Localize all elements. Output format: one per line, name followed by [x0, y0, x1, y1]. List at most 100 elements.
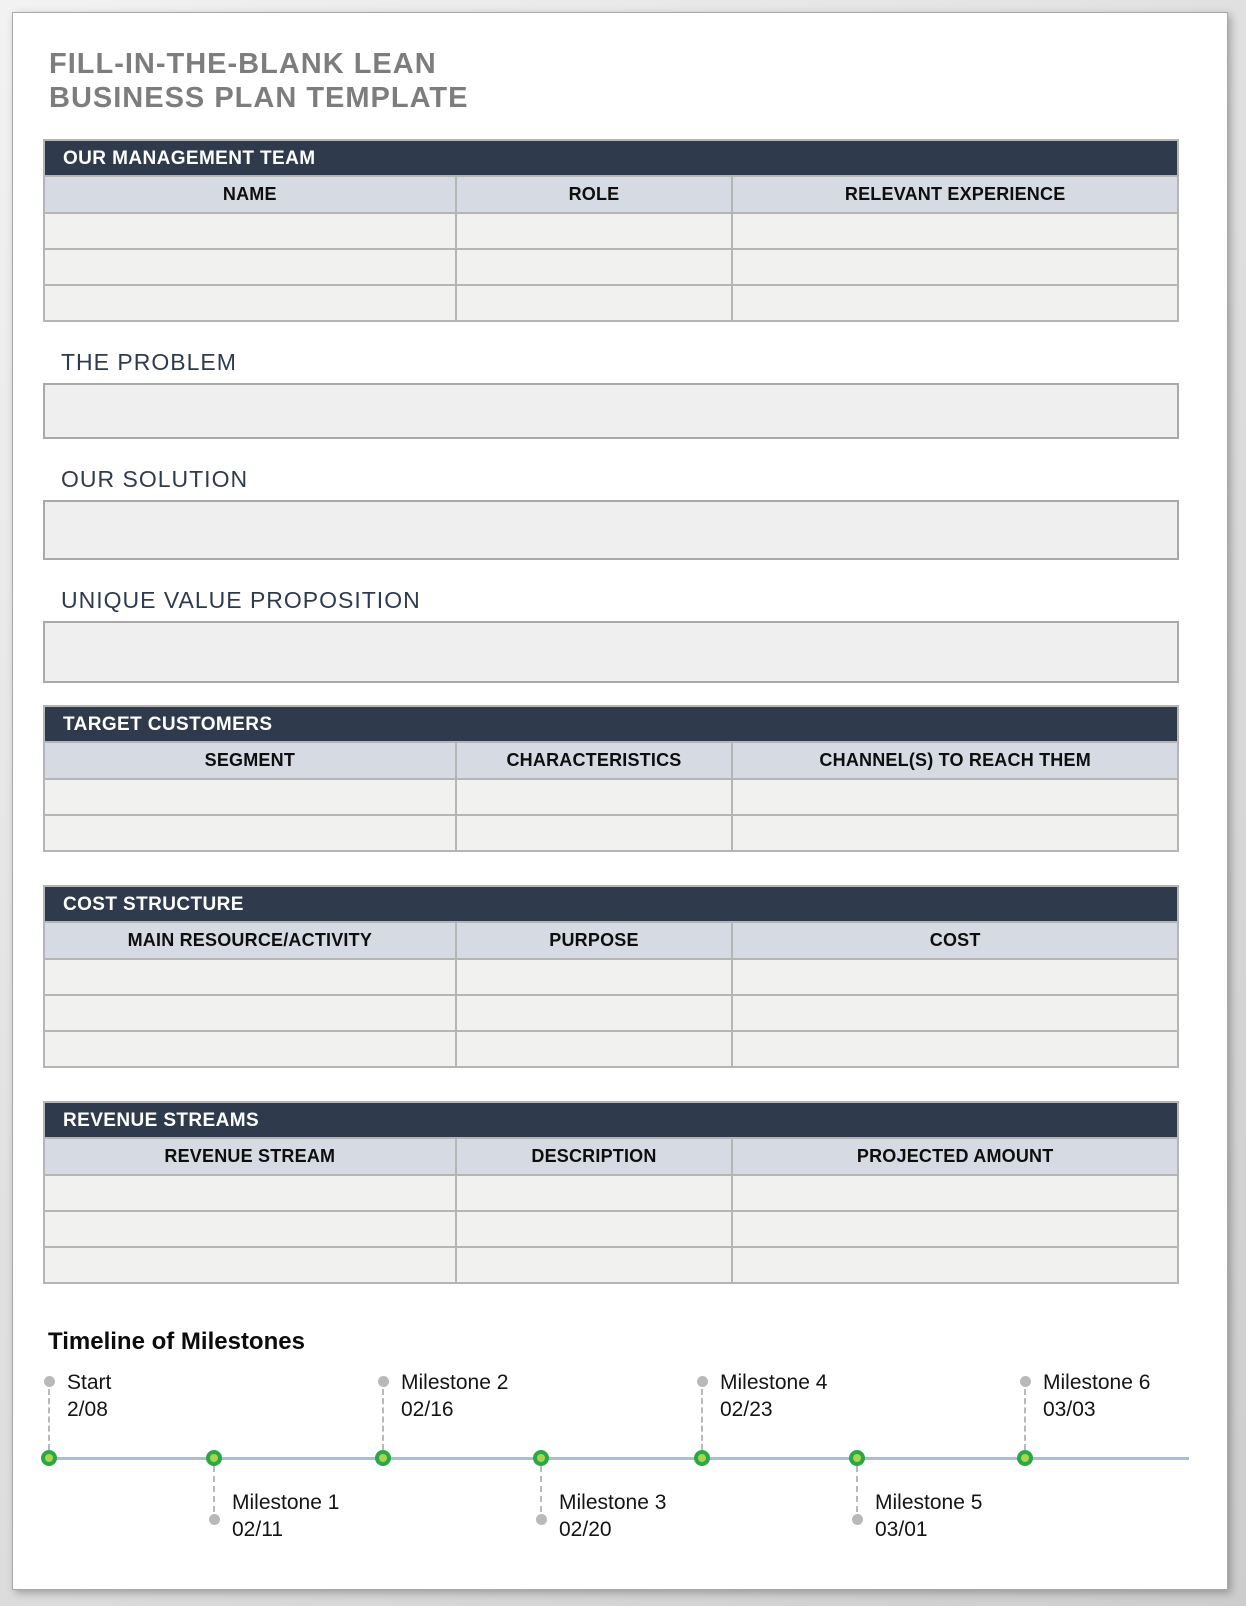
revenue-streams-section: REVENUE STREAMS REVENUE STREAM DESCRIPTI…: [43, 1101, 1179, 1284]
timeline-milestone: Milestone 6 03/03: [1043, 1369, 1150, 1423]
empty-cell[interactable]: [43, 778, 457, 816]
empty-table-row: [43, 1030, 1179, 1068]
milestone-dot-icon: [1017, 1450, 1033, 1466]
connector-end-dot-icon: [44, 1376, 55, 1387]
milestone-date: 02/20: [559, 1518, 612, 1541]
column-header-channels: CHANNEL(S) TO REACH THEM: [731, 741, 1179, 780]
our-solution-heading: OUR SOLUTION: [61, 466, 249, 492]
target-customers-table: SEGMENT CHARACTERISTICS CHANNEL(S) TO RE…: [43, 741, 1179, 852]
document-page: FILL-IN-THE-BLANK LEAN BUSINESS PLAN TEM…: [12, 12, 1228, 1590]
milestone-dot-center: [537, 1454, 545, 1462]
management-team-section: OUR MANAGEMENT TEAM NAME ROLE RELEVANT E…: [43, 139, 1179, 322]
column-header-row: MAIN RESOURCE/ACTIVITY PURPOSE COST: [43, 921, 1179, 960]
empty-cell[interactable]: [731, 1210, 1179, 1248]
empty-cell[interactable]: [731, 814, 1179, 852]
empty-cell[interactable]: [43, 248, 457, 286]
empty-cell[interactable]: [43, 994, 457, 1032]
empty-cell[interactable]: [454, 248, 734, 286]
milestone-dot-center: [379, 1454, 387, 1462]
milestone-dot-center: [1021, 1454, 1029, 1462]
column-header-role: ROLE: [454, 175, 734, 214]
target-customers-section: TARGET CUSTOMERS SEGMENT CHARACTERISTICS…: [43, 705, 1179, 852]
the-problem-heading: THE PROBLEM: [61, 349, 237, 375]
revenue-streams-table: REVENUE STREAM DESCRIPTION PROJECTED AMO…: [43, 1137, 1179, 1284]
empty-cell[interactable]: [731, 1174, 1179, 1212]
empty-table-row: [43, 958, 1179, 996]
empty-cell[interactable]: [43, 1210, 457, 1248]
empty-cell[interactable]: [731, 248, 1179, 286]
milestone-dot-icon: [533, 1450, 549, 1466]
timeline-milestone: Start 2/08: [67, 1369, 111, 1423]
empty-table-row: [43, 1210, 1179, 1248]
column-header-characteristics: CHARACTERISTICS: [454, 741, 734, 780]
the-problem-input[interactable]: [43, 383, 1179, 439]
connector-end-dot-icon: [209, 1514, 220, 1525]
empty-cell[interactable]: [731, 994, 1179, 1032]
connector-dashed-line: [382, 1389, 384, 1450]
empty-cell[interactable]: [731, 212, 1179, 250]
empty-table-row: [43, 248, 1179, 286]
column-header-revenue-stream: REVENUE STREAM: [43, 1137, 457, 1176]
empty-cell[interactable]: [43, 1030, 457, 1068]
column-header-name: NAME: [43, 175, 457, 214]
target-customers-header-bar: TARGET CUSTOMERS: [43, 705, 1179, 741]
connector-dashed-line: [1024, 1389, 1026, 1450]
milestone-label: Milestone 3: [559, 1491, 667, 1514]
timeline-milestone: Milestone 1 02/11: [232, 1489, 339, 1543]
empty-cell[interactable]: [731, 958, 1179, 996]
management-team-header-bar: OUR MANAGEMENT TEAM: [43, 139, 1179, 175]
empty-cell[interactable]: [43, 1246, 457, 1284]
empty-cell[interactable]: [454, 778, 734, 816]
empty-cell[interactable]: [454, 958, 734, 996]
empty-cell[interactable]: [454, 284, 734, 322]
empty-cell[interactable]: [454, 1030, 734, 1068]
document-title: FILL-IN-THE-BLANK LEAN BUSINESS PLAN TEM…: [49, 47, 1179, 115]
empty-cell[interactable]: [43, 284, 457, 322]
unique-value-proposition-input[interactable]: [43, 621, 1179, 683]
empty-cell[interactable]: [43, 212, 457, 250]
empty-table-row: [43, 1246, 1179, 1284]
connector-dashed-line: [48, 1389, 50, 1450]
column-header-cost: COST: [731, 921, 1179, 960]
empty-cell[interactable]: [454, 212, 734, 250]
unique-value-proposition-heading: UNIQUE VALUE PROPOSITION: [61, 587, 421, 613]
empty-cell[interactable]: [454, 1246, 734, 1284]
connector-dashed-line: [856, 1466, 858, 1512]
empty-cell[interactable]: [43, 814, 457, 852]
column-header-relevant-experience: RELEVANT EXPERIENCE: [731, 175, 1179, 214]
our-solution-input[interactable]: [43, 500, 1179, 560]
connector-dashed-line: [213, 1466, 215, 1512]
column-header-row: NAME ROLE RELEVANT EXPERIENCE: [43, 175, 1179, 214]
milestone-label: Milestone 4: [720, 1371, 828, 1394]
milestone-dot-icon: [375, 1450, 391, 1466]
milestone-label: Milestone 2: [401, 1371, 509, 1394]
empty-table-row: [43, 814, 1179, 852]
empty-cell[interactable]: [43, 958, 457, 996]
empty-cell[interactable]: [731, 284, 1179, 322]
connector-dashed-line: [701, 1389, 703, 1450]
empty-cell[interactable]: [454, 1210, 734, 1248]
empty-table-row: [43, 284, 1179, 322]
empty-cell[interactable]: [731, 1030, 1179, 1068]
empty-cell[interactable]: [731, 778, 1179, 816]
empty-cell[interactable]: [454, 814, 734, 852]
empty-cell[interactable]: [454, 1174, 734, 1212]
timeline-milestone: Milestone 4 02/23: [720, 1369, 827, 1423]
column-header-description: DESCRIPTION: [454, 1137, 734, 1176]
milestone-label: Milestone 5: [875, 1491, 983, 1514]
milestone-dot-center: [698, 1454, 706, 1462]
page-content: FILL-IN-THE-BLANK LEAN BUSINESS PLAN TEM…: [41, 13, 1189, 1560]
milestone-date: 02/16: [401, 1398, 454, 1421]
milestone-label: Milestone 1: [232, 1491, 340, 1514]
timeline-axis-line: [49, 1457, 1189, 1460]
empty-table-row: [43, 212, 1179, 250]
milestone-date: 03/01: [875, 1518, 928, 1541]
empty-cell[interactable]: [43, 1174, 457, 1212]
cost-structure-table: MAIN RESOURCE/ACTIVITY PURPOSE COST: [43, 921, 1179, 1068]
milestone-dot-icon: [41, 1450, 57, 1466]
milestone-dot-icon: [849, 1450, 865, 1466]
empty-cell[interactable]: [731, 1246, 1179, 1284]
milestone-date: 02/11: [232, 1518, 283, 1541]
timeline-milestone: Milestone 3 02/20: [559, 1489, 666, 1543]
empty-cell[interactable]: [454, 994, 734, 1032]
